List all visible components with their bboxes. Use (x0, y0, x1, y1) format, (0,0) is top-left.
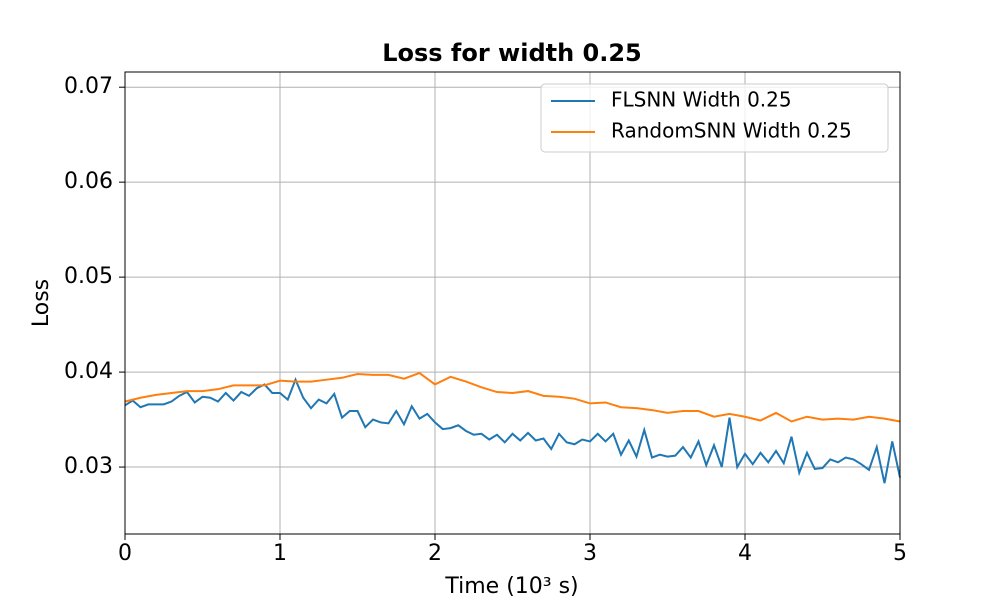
y-tick-label: 0.04 (64, 359, 113, 384)
x-tick-label: 5 (893, 541, 907, 566)
series-line (124, 371, 901, 423)
y-axis-label: Loss (29, 279, 54, 327)
y-tick-label: 0.07 (64, 74, 113, 99)
legend-box (540, 83, 889, 153)
y-tick-label: 0.05 (64, 264, 113, 289)
x-axis-label: Time (10³ s) (444, 574, 578, 599)
y-tick-label: 0.03 (64, 454, 113, 479)
x-tick-label: 1 (273, 541, 287, 566)
legend-label: RandomSNN Width 0.25 (611, 119, 852, 143)
series-line (124, 377, 901, 484)
chart-title: Loss for width 0.25 (382, 39, 642, 67)
x-tick-label: 2 (428, 541, 442, 566)
x-tick-label: 3 (583, 541, 597, 566)
legend-label: FLSNN Width 0.25 (611, 88, 792, 112)
y-tick-label: 0.06 (64, 169, 113, 194)
x-tick-label: 4 (738, 541, 752, 566)
plot-frame (124, 71, 901, 535)
x-tick-label: 0 (118, 541, 132, 566)
